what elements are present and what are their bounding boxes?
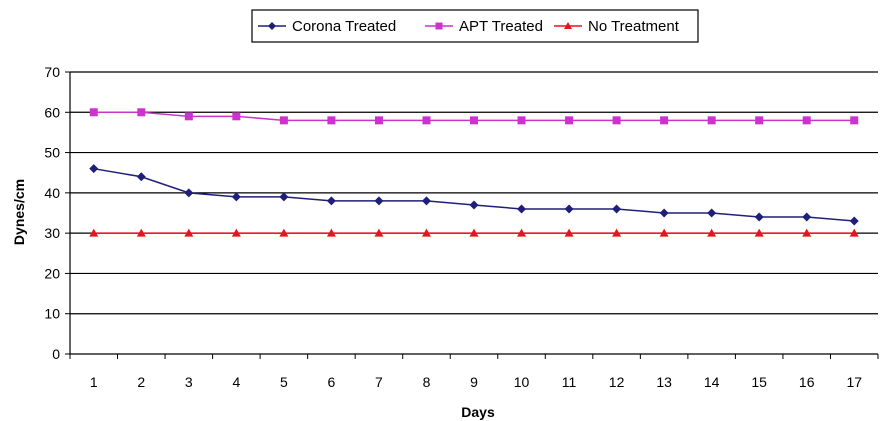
data-point-square — [279, 116, 288, 125]
data-point-diamond — [517, 204, 527, 214]
data-point-diamond — [184, 188, 194, 198]
y-tick-label: 60 — [44, 104, 60, 120]
data-point-triangle — [517, 228, 527, 237]
data-point-triangle — [326, 228, 336, 237]
data-point-triangle — [279, 228, 289, 237]
x-tick-label: 15 — [751, 374, 767, 390]
x-axis-title: Days — [461, 404, 495, 420]
x-tick-label: 10 — [514, 374, 530, 390]
data-point-diamond — [268, 22, 276, 30]
data-point-triangle — [754, 228, 764, 237]
x-tick-label: 13 — [656, 374, 672, 390]
legend-label: APT Treated — [459, 18, 543, 35]
series-apt-treated — [89, 108, 859, 125]
data-point-diamond — [754, 212, 764, 222]
data-point-triangle — [231, 228, 241, 237]
legend-label: Corona Treated — [292, 18, 396, 35]
data-point-diamond — [802, 212, 812, 222]
data-point-diamond — [849, 216, 859, 226]
data-point-square — [612, 116, 621, 125]
series-line — [93, 167, 855, 222]
data-point-square — [470, 116, 478, 125]
data-point-diamond — [612, 204, 622, 214]
legend-label: No Treatment — [588, 18, 680, 35]
data-point-square — [517, 116, 526, 125]
data-point-square — [435, 22, 443, 30]
data-point-triangle — [374, 228, 384, 237]
data-point-diamond — [89, 164, 99, 174]
data-point-triangle — [612, 228, 622, 237]
x-tick-label: 8 — [423, 374, 431, 390]
x-tick-label: 1 — [90, 374, 98, 390]
data-point-triangle — [469, 228, 479, 237]
y-tick-label: 70 — [44, 64, 60, 80]
data-point-square — [707, 116, 716, 125]
y-axis-title: Dynes/cm — [11, 179, 27, 245]
data-point-diamond — [374, 196, 384, 206]
data-point-diamond — [421, 196, 431, 206]
series-corona-treated — [89, 164, 859, 226]
legend: Corona Treated APT Treated No Treatment — [251, 9, 699, 43]
data-point-square — [327, 116, 336, 125]
x-tick-label: 12 — [609, 374, 625, 390]
series-group — [89, 108, 859, 237]
data-point-square — [374, 116, 383, 125]
data-point-square — [89, 108, 98, 117]
data-point-diamond — [659, 208, 669, 218]
data-point-diamond — [279, 192, 289, 202]
data-point-square — [137, 108, 146, 117]
data-point-square — [755, 116, 764, 125]
x-tick-label: 11 — [562, 374, 577, 390]
data-point-square — [184, 112, 193, 121]
data-point-diamond — [326, 196, 336, 206]
series-no-treatment — [89, 228, 859, 237]
data-point-square — [660, 116, 669, 125]
data-point-diamond — [231, 192, 241, 202]
data-point-diamond — [469, 200, 479, 210]
x-tick-label: 16 — [799, 374, 815, 390]
data-point-triangle — [802, 228, 812, 237]
x-tick-label: 2 — [137, 374, 145, 390]
data-point-square — [422, 116, 431, 125]
x-tick-label: 17 — [846, 374, 862, 390]
x-tick-label: 6 — [328, 374, 336, 390]
data-point-triangle — [564, 228, 574, 237]
data-point-diamond — [564, 204, 574, 214]
y-tick-label: 40 — [44, 185, 60, 201]
data-point-triangle — [89, 228, 99, 237]
x-tick-label: 3 — [185, 374, 193, 390]
x-tick-label: 14 — [704, 374, 720, 390]
x-tick-label: 5 — [280, 374, 288, 390]
x-tick-label: 4 — [232, 374, 240, 390]
data-point-triangle — [136, 228, 146, 237]
data-point-diamond — [707, 208, 717, 218]
data-point-triangle — [659, 228, 669, 237]
y-tick-label: 30 — [44, 225, 60, 241]
y-tick-label: 10 — [44, 306, 60, 322]
data-point-square — [802, 116, 811, 125]
data-point-square — [850, 116, 859, 125]
data-point-triangle — [421, 228, 431, 237]
y-tick-label: 50 — [44, 145, 60, 161]
data-point-triangle — [849, 228, 859, 237]
legend-box — [251, 9, 699, 43]
y-tick-label: 0 — [52, 346, 60, 362]
data-point-square — [565, 116, 574, 125]
x-tick-label: 9 — [470, 374, 478, 390]
data-point-square — [232, 112, 241, 121]
x-tick-label: 7 — [375, 374, 383, 390]
data-point-triangle — [707, 228, 717, 237]
data-point-triangle — [184, 228, 194, 237]
data-point-diamond — [136, 172, 146, 182]
data-point-triangle — [564, 22, 572, 29]
y-tick-label: 20 — [44, 265, 60, 281]
